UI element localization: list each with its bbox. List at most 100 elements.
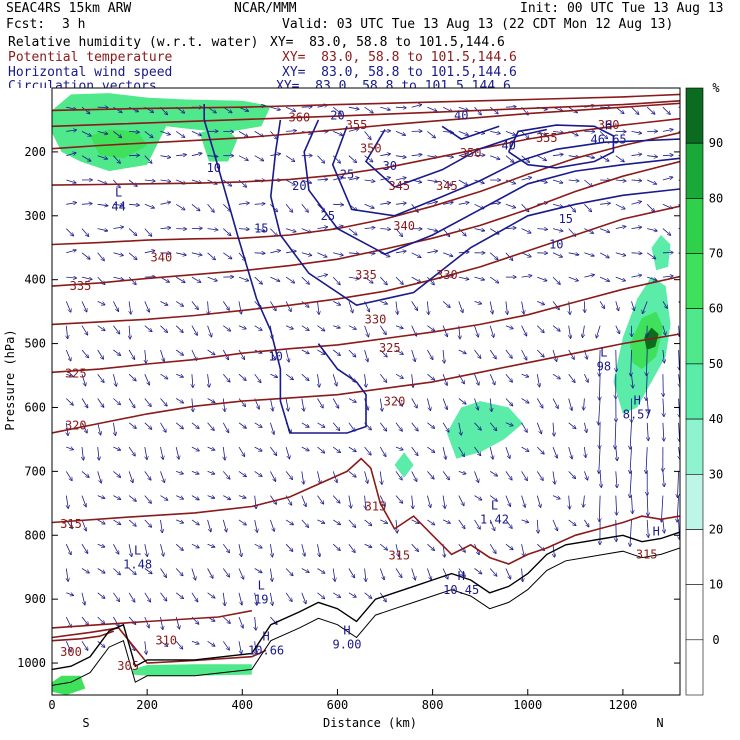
circulation-vector (160, 471, 165, 482)
circulation-vector (631, 131, 642, 133)
extremum-low-symbol: L (600, 345, 607, 359)
circulation-vector (208, 374, 210, 387)
circulation-vector (128, 398, 135, 408)
circulation-vector (254, 373, 261, 382)
circulation-vector (128, 373, 136, 380)
circulation-vector (66, 447, 73, 449)
circulation-vector (474, 349, 481, 358)
circulation-vector (222, 301, 229, 310)
circulation-vector (505, 131, 515, 135)
circulation-vector (81, 349, 88, 358)
circulation-vector (427, 131, 435, 137)
circulation-vector (489, 349, 496, 359)
circulation-vector (97, 155, 108, 159)
circulation-vector (81, 543, 88, 553)
theta-label: 305 (117, 659, 139, 673)
circulation-vector (332, 446, 340, 452)
circulation-vector (223, 228, 230, 236)
circulation-vector (427, 495, 430, 508)
circulation-vector (380, 154, 390, 156)
circulation-vector (537, 229, 547, 230)
circulation-vector (615, 155, 624, 162)
theta-label: 320 (65, 418, 87, 432)
circulation-vector (97, 640, 105, 647)
wind-speed-label: 40 (501, 139, 515, 153)
circulation-vector (223, 616, 230, 623)
circulation-vector (411, 252, 421, 257)
circulation-vector (411, 105, 422, 108)
circulation-vector (364, 276, 373, 283)
circulation-vector (395, 156, 406, 158)
circulation-vector (505, 568, 511, 579)
circulation-vector (380, 349, 387, 357)
circulation-vector (536, 471, 543, 480)
theta-contour-355 (52, 100, 680, 128)
circulation-vector (616, 471, 617, 487)
circulation-vector (81, 155, 91, 161)
extremum-value: 19 (254, 593, 268, 607)
circulation-vector (113, 106, 121, 112)
circulation-vector (647, 519, 648, 537)
circulation-vector (631, 301, 635, 310)
circulation-vector (66, 374, 73, 376)
circulation-vector (285, 301, 291, 311)
circulation-vector (270, 398, 273, 411)
circulation-vector (647, 495, 648, 516)
circulation-vector (427, 349, 432, 359)
theta-contour-345 (52, 117, 680, 186)
circulation-vector (474, 374, 479, 385)
circulation-vector (348, 471, 356, 477)
circulation-vector (427, 325, 434, 331)
circulation-vector (332, 155, 340, 163)
circulation-vector (285, 204, 292, 212)
circulation-vector (175, 592, 183, 599)
circulation-vector (442, 179, 451, 186)
circulation-vector (113, 592, 119, 601)
circulation-vector (160, 301, 168, 305)
circulation-vector (552, 276, 560, 284)
circulation-vector (537, 301, 544, 304)
circulation-vector (66, 422, 68, 436)
circulation-vector (175, 349, 183, 355)
circulation-vector (490, 131, 500, 133)
circulation-vector (160, 447, 164, 459)
circulation-vector (505, 519, 512, 528)
circulation-vector (395, 398, 402, 407)
circulation-vector (145, 349, 146, 363)
circulation-vector (505, 446, 510, 458)
circulation-vector (537, 519, 538, 533)
circulation-vector (474, 495, 482, 500)
circulation-vector (505, 228, 516, 229)
circulation-vector (144, 301, 150, 311)
circulation-vector (662, 301, 667, 308)
circulation-vector (348, 495, 351, 508)
init-time: Init: 00 UTC Tue 13 Aug 13 (520, 1, 724, 16)
circulation-vector (678, 301, 680, 307)
circulation-vector (254, 519, 258, 532)
circulation-vector (506, 301, 508, 314)
circulation-vector (661, 495, 663, 522)
circulation-vector (301, 301, 309, 307)
circulation-vector (411, 349, 416, 361)
colorbar-label: 50 (709, 357, 723, 371)
theta-label: 340 (151, 250, 173, 264)
circulation-vector (175, 568, 183, 576)
circulation-vector (129, 155, 139, 156)
circulation-vector (474, 519, 481, 529)
circulation-vector (427, 519, 434, 525)
circulation-vector (632, 495, 633, 514)
circulation-vector (474, 446, 481, 455)
circulation-vector (223, 204, 230, 211)
wind-speed-label: 10 (207, 161, 221, 175)
circulation-vector (505, 325, 513, 329)
circulation-vector (411, 301, 418, 310)
wind-speed-label: 20 (292, 179, 306, 193)
circulation-vector (568, 422, 576, 429)
x-tick-label: 200 (136, 698, 158, 712)
circulation-vector (128, 179, 137, 186)
circulation-vector (113, 544, 118, 554)
circulation-vector (679, 422, 680, 442)
circulation-vector (145, 641, 147, 654)
extremum-low-symbol: L (115, 186, 122, 200)
circulation-vector (317, 568, 325, 574)
